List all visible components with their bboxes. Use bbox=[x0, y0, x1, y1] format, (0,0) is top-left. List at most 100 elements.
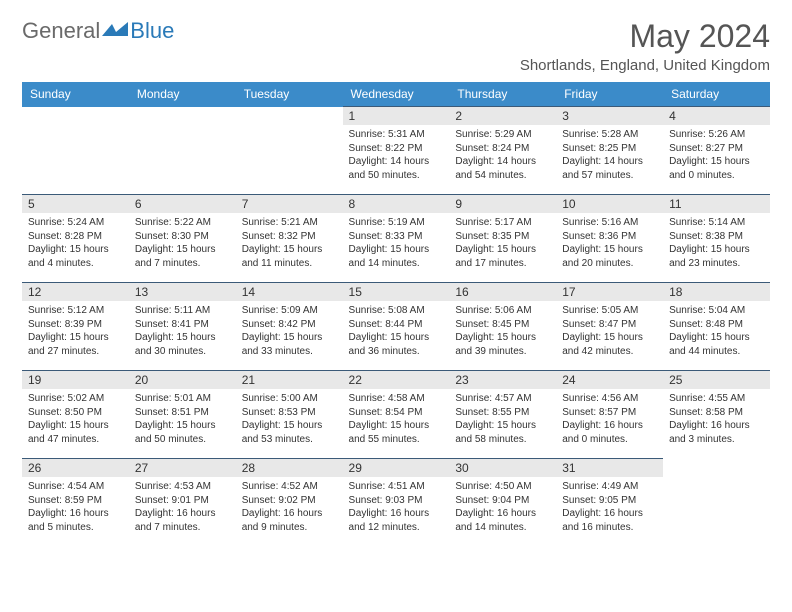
day-cell: 16Sunrise: 5:06 AMSunset: 8:45 PMDayligh… bbox=[449, 283, 556, 371]
logo-text-blue: Blue bbox=[130, 18, 174, 44]
day-info: Sunrise: 5:29 AMSunset: 8:24 PMDaylight:… bbox=[455, 128, 550, 182]
sunrise-line: Sunrise: 4:53 AM bbox=[135, 480, 230, 494]
sunrise-line: Sunrise: 4:50 AM bbox=[455, 480, 550, 494]
day-cell: 11Sunrise: 5:14 AMSunset: 8:38 PMDayligh… bbox=[663, 195, 770, 283]
day-info: Sunrise: 5:26 AMSunset: 8:27 PMDaylight:… bbox=[669, 128, 764, 182]
daylight-line: Daylight: 15 hours and 23 minutes. bbox=[669, 243, 764, 270]
daylight-line: Daylight: 15 hours and 44 minutes. bbox=[669, 331, 764, 358]
day-info: Sunrise: 5:19 AMSunset: 8:33 PMDaylight:… bbox=[349, 216, 444, 270]
sunrise-line: Sunrise: 4:56 AM bbox=[562, 392, 657, 406]
sunrise-line: Sunrise: 5:26 AM bbox=[669, 128, 764, 142]
day-cell: 7Sunrise: 5:21 AMSunset: 8:32 PMDaylight… bbox=[236, 195, 343, 283]
day-cell: 12Sunrise: 5:12 AMSunset: 8:39 PMDayligh… bbox=[22, 283, 129, 371]
day-number: 30 bbox=[449, 459, 556, 477]
daylight-line: Daylight: 15 hours and 47 minutes. bbox=[28, 419, 123, 446]
day-cell: 30 Sunrise: 4:50 AMSunset: 9:04 PMDayligh… bbox=[449, 459, 556, 547]
day-info: Sunrise: 5:02 AMSunset: 8:50 PMDaylight:… bbox=[28, 392, 123, 446]
week-row: 19 Sunrise: 5:02 AMSunset: 8:50 PMDayligh… bbox=[22, 371, 770, 459]
sunrise-line: Sunrise: 5:01 AM bbox=[135, 392, 230, 406]
daylight-line: Daylight: 15 hours and 14 minutes. bbox=[349, 243, 444, 270]
day-header-friday: Friday bbox=[556, 82, 663, 107]
daylight-line: Daylight: 14 hours and 57 minutes. bbox=[562, 155, 657, 182]
sunset-line: Sunset: 8:36 PM bbox=[562, 230, 657, 244]
daylight-line: Daylight: 16 hours and 0 minutes. bbox=[562, 419, 657, 446]
day-info: Sunrise: 5:16 AMSunset: 8:36 PMDaylight:… bbox=[562, 216, 657, 270]
sunrise-line: Sunrise: 5:09 AM bbox=[242, 304, 337, 318]
sunset-line: Sunset: 8:25 PM bbox=[562, 142, 657, 156]
day-cell: 27Sunrise: 4:53 AMSunset: 9:01 PMDayligh… bbox=[129, 459, 236, 547]
daylight-line: Daylight: 15 hours and 7 minutes. bbox=[135, 243, 230, 270]
sunset-line: Sunset: 8:48 PM bbox=[669, 318, 764, 332]
day-header-sunday: Sunday bbox=[22, 82, 129, 107]
day-cell: 8Sunrise: 5:19 AMSunset: 8:33 PMDaylight… bbox=[343, 195, 450, 283]
calendar-body: 1Sunrise: 5:31 AMSunset: 8:22 PMDaylight… bbox=[22, 107, 770, 547]
day-number: 18 bbox=[663, 283, 770, 301]
day-info: Sunrise: 5:24 AMSunset: 8:28 PMDaylight:… bbox=[28, 216, 123, 270]
sunrise-line: Sunrise: 5:11 AM bbox=[135, 304, 230, 318]
day-cell: 1Sunrise: 5:31 AMSunset: 8:22 PMDaylight… bbox=[343, 107, 450, 195]
sunrise-line: Sunrise: 4:57 AM bbox=[455, 392, 550, 406]
day-cell: 13Sunrise: 5:11 AMSunset: 8:41 PMDayligh… bbox=[129, 283, 236, 371]
week-row: 26Sunrise: 4:54 AMSunset: 8:59 PMDayligh… bbox=[22, 459, 770, 547]
sunrise-line: Sunrise: 5:00 AM bbox=[242, 392, 337, 406]
day-cell bbox=[129, 107, 236, 195]
day-number: 31 bbox=[556, 459, 663, 477]
sunrise-line: Sunrise: 5:16 AM bbox=[562, 216, 657, 230]
sunset-line: Sunset: 8:51 PM bbox=[135, 406, 230, 420]
day-number: 9 bbox=[449, 195, 556, 213]
day-cell: 17Sunrise: 5:05 AMSunset: 8:47 PMDayligh… bbox=[556, 283, 663, 371]
day-cell: 26Sunrise: 4:54 AMSunset: 8:59 PMDayligh… bbox=[22, 459, 129, 547]
week-row: 12Sunrise: 5:12 AMSunset: 8:39 PMDayligh… bbox=[22, 283, 770, 371]
daylight-line: Daylight: 15 hours and 39 minutes. bbox=[455, 331, 550, 358]
daylight-line: Daylight: 15 hours and 17 minutes. bbox=[455, 243, 550, 270]
sunrise-line: Sunrise: 5:21 AM bbox=[242, 216, 337, 230]
sunrise-line: Sunrise: 4:58 AM bbox=[349, 392, 444, 406]
day-header-wednesday: Wednesday bbox=[343, 82, 450, 107]
month-title: May 2024 bbox=[520, 18, 770, 55]
day-cell: 23Sunrise: 4:57 AMSunset: 8:55 PMDayligh… bbox=[449, 371, 556, 459]
day-number: 4 bbox=[663, 107, 770, 125]
sunset-line: Sunset: 8:50 PM bbox=[28, 406, 123, 420]
daylight-line: Daylight: 16 hours and 14 minutes. bbox=[455, 507, 550, 534]
day-cell: 4 Sunrise: 5:26 AMSunset: 8:27 PMDaylight… bbox=[663, 107, 770, 195]
day-info: Sunrise: 5:31 AMSunset: 8:22 PMDaylight:… bbox=[349, 128, 444, 182]
daylight-line: Daylight: 15 hours and 55 minutes. bbox=[349, 419, 444, 446]
daylight-line: Daylight: 14 hours and 50 minutes. bbox=[349, 155, 444, 182]
day-info: Sunrise: 5:17 AMSunset: 8:35 PMDaylight:… bbox=[455, 216, 550, 270]
sunrise-line: Sunrise: 4:54 AM bbox=[28, 480, 123, 494]
day-header-thursday: Thursday bbox=[449, 82, 556, 107]
day-info: Sunrise: 5:21 AMSunset: 8:32 PMDaylight:… bbox=[242, 216, 337, 270]
day-cell: 3Sunrise: 5:28 AMSunset: 8:25 PMDaylight… bbox=[556, 107, 663, 195]
sunset-line: Sunset: 9:05 PM bbox=[562, 494, 657, 508]
title-block: May 2024 Shortlands, England, United Kin… bbox=[520, 18, 770, 74]
day-info: Sunrise: 5:00 AMSunset: 8:53 PMDaylight:… bbox=[242, 392, 337, 446]
day-number: 3 bbox=[556, 107, 663, 125]
sunrise-line: Sunrise: 5:24 AM bbox=[28, 216, 123, 230]
sunset-line: Sunset: 9:02 PM bbox=[242, 494, 337, 508]
day-cell bbox=[236, 107, 343, 195]
day-cell: 24Sunrise: 4:56 AMSunset: 8:57 PMDayligh… bbox=[556, 371, 663, 459]
day-cell: 14Sunrise: 5:09 AMSunset: 8:42 PMDayligh… bbox=[236, 283, 343, 371]
daylight-line: Daylight: 15 hours and 0 minutes. bbox=[669, 155, 764, 182]
day-number: 26 bbox=[22, 459, 129, 477]
sunset-line: Sunset: 9:04 PM bbox=[455, 494, 550, 508]
day-info: Sunrise: 4:56 AMSunset: 8:57 PMDaylight:… bbox=[562, 392, 657, 446]
logo-flag-icon bbox=[102, 22, 128, 40]
day-info: Sunrise: 5:22 AMSunset: 8:30 PMDaylight:… bbox=[135, 216, 230, 270]
day-number: 27 bbox=[129, 459, 236, 477]
day-number: 28 bbox=[236, 459, 343, 477]
day-number: 16 bbox=[449, 283, 556, 301]
day-cell: 29Sunrise: 4:51 AMSunset: 9:03 PMDayligh… bbox=[343, 459, 450, 547]
sunrise-line: Sunrise: 5:17 AM bbox=[455, 216, 550, 230]
week-row: 1Sunrise: 5:31 AMSunset: 8:22 PMDaylight… bbox=[22, 107, 770, 195]
sunrise-line: Sunrise: 4:49 AM bbox=[562, 480, 657, 494]
day-info: Sunrise: 4:55 AMSunset: 8:58 PMDaylight:… bbox=[669, 392, 764, 446]
sunrise-line: Sunrise: 5:12 AM bbox=[28, 304, 123, 318]
logo: General Blue bbox=[22, 18, 174, 44]
location: Shortlands, England, United Kingdom bbox=[520, 57, 770, 74]
daylight-line: Daylight: 15 hours and 20 minutes. bbox=[562, 243, 657, 270]
day-number: 11 bbox=[663, 195, 770, 213]
day-header-monday: Monday bbox=[129, 82, 236, 107]
daylight-line: Daylight: 16 hours and 9 minutes. bbox=[242, 507, 337, 534]
day-number: 19 bbox=[22, 371, 129, 389]
